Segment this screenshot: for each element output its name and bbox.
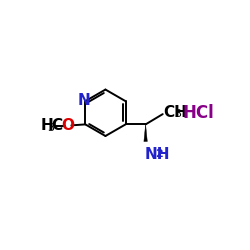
Text: O: O <box>62 118 75 133</box>
Text: 3: 3 <box>174 109 181 119</box>
Text: H: H <box>40 118 53 132</box>
Text: C: C <box>51 118 62 132</box>
Text: CH: CH <box>164 105 188 120</box>
Text: 2: 2 <box>155 149 163 159</box>
Text: HCl: HCl <box>182 104 214 122</box>
Polygon shape <box>144 124 147 142</box>
Text: NH: NH <box>144 147 170 162</box>
Text: 3: 3 <box>47 123 54 133</box>
Text: N: N <box>78 93 91 108</box>
